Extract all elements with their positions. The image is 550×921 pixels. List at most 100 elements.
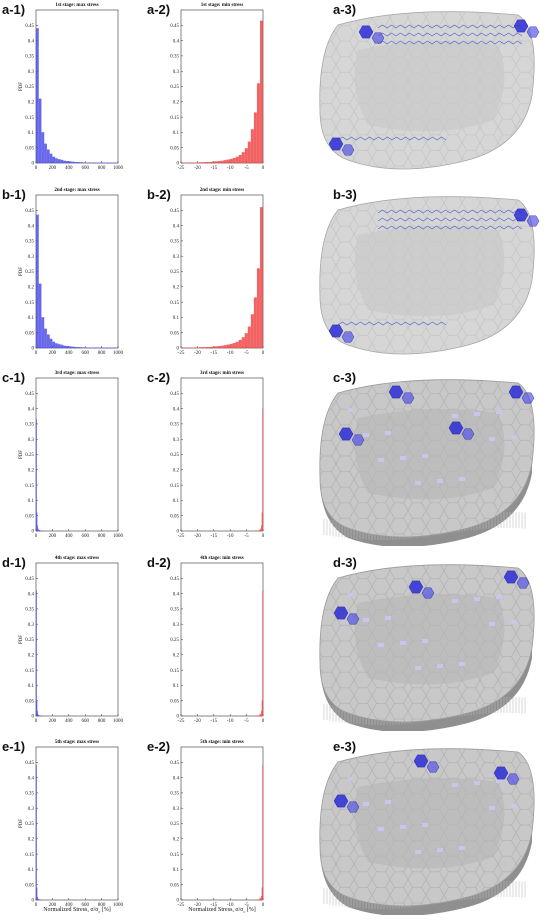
y-tick-label: 0.1 — [173, 131, 180, 136]
histogram-bar — [241, 152, 245, 164]
histogram-bar — [36, 512, 38, 532]
y-tick-label: 0.1 — [28, 684, 35, 689]
y-tick-label: 0.05 — [170, 146, 179, 151]
histogram-bar — [41, 317, 45, 349]
histogram-bar — [60, 159, 64, 164]
y-axis-label: PDF — [19, 267, 24, 276]
plot-frame — [35, 562, 119, 717]
stress-patch — [496, 410, 502, 414]
stress-hotspot — [333, 606, 349, 620]
stress-hotspot — [461, 428, 475, 440]
stress-hotspot — [521, 392, 535, 404]
x-tick-label: 0 — [262, 903, 265, 908]
histogram-bar — [232, 158, 236, 164]
histogram-bar — [36, 590, 37, 717]
panel-label: a-3) — [333, 2, 357, 17]
y-tick-label: 0.3 — [28, 623, 35, 628]
y-tick-label: 0.45 — [170, 577, 179, 582]
stress-patch — [348, 777, 354, 781]
x-tick-label: 800 — [98, 534, 106, 539]
histogram-bar — [259, 898, 261, 901]
stress-contour-line — [377, 217, 523, 222]
y-tick-label: 0.35 — [170, 55, 179, 60]
y-tick-label: 0.05 — [25, 514, 34, 519]
histogram-bar — [238, 339, 242, 349]
x-tick-label: 400 — [65, 534, 73, 539]
x-tick-label: 0 — [35, 903, 38, 908]
surface-render-svg — [319, 196, 540, 355]
stress-hotspot — [503, 570, 519, 584]
stress-hotspot — [526, 215, 540, 227]
histogram-bar — [199, 162, 203, 164]
surface-stress-render — [318, 195, 542, 368]
histogram-bar — [220, 160, 224, 164]
histogram-bar — [52, 156, 56, 164]
outer-ring-light — [319, 11, 535, 169]
y-tick-label: 0.35 — [170, 240, 179, 245]
histogram-bar — [208, 162, 212, 164]
y-tick-label: 0.4 — [173, 407, 180, 412]
x-tick-label: -15 — [210, 719, 217, 724]
histogram-bar — [66, 346, 69, 349]
y-tick-label: 0.15 — [25, 669, 34, 674]
histogram-bar — [259, 715, 260, 717]
x-tick-label: -15 — [210, 903, 217, 908]
plot-frame — [180, 562, 264, 717]
y-tick-label: 0.4 — [28, 407, 35, 412]
histogram-bar — [68, 346, 72, 349]
stress-patch — [437, 848, 443, 852]
histogram-bar — [205, 162, 209, 164]
y-tick-label: 0.25 — [170, 822, 179, 827]
y-tick-label: 0.1 — [173, 499, 180, 504]
inner-region — [354, 41, 505, 132]
inner-region — [354, 409, 505, 500]
stress-patch — [452, 414, 458, 418]
histogram-svg: 0 0.05 0.1 0.15 0.2 0.25 0.3 0.35 0.4 0.45 -25 -20 -… — [170, 562, 265, 724]
histogram-bar — [241, 337, 245, 349]
x-tick-label: 0 — [262, 719, 265, 724]
histogram-bar — [55, 158, 58, 164]
histogram-bar — [262, 408, 264, 532]
histogram-bar — [199, 347, 203, 349]
y-tick-label: 0.35 — [170, 423, 179, 428]
panel-label: e-2) — [147, 739, 171, 754]
histogram-bar — [46, 334, 50, 349]
stress-patch — [489, 806, 495, 810]
surface-render-svg — [319, 379, 535, 547]
y-tick-label: 0.3 — [173, 70, 180, 75]
histogram-bar — [79, 162, 83, 164]
max-stress-histogram: 2nd stage: max stress 0 0.05 0.1 0.15 0.2 0.25… — [0, 185, 124, 369]
y-tick-label: 0.35 — [25, 423, 34, 428]
histogram-bar — [223, 160, 227, 164]
inner-region — [354, 594, 505, 685]
y-tick-label: 0.3 — [173, 623, 180, 628]
figure-row: e-1) e-2) e-3) 5th stage: max stress 0 0.05 0.… — [0, 737, 550, 921]
stress-contour-line — [377, 24, 523, 29]
histogram-bar — [57, 159, 61, 164]
y-tick-label: 0.4 — [28, 592, 35, 597]
x-tick-label: -25 — [178, 534, 185, 539]
y-tick-label: 0.1 — [173, 868, 180, 873]
figure-row: d-1) d-2) d-3) 4th stage: max stress 0 0.05 0.… — [0, 553, 550, 737]
x-tick-label: -10 — [227, 719, 234, 724]
stress-patch — [489, 437, 495, 441]
plot-frame — [180, 377, 264, 532]
stress-patch — [459, 846, 465, 850]
y-tick-label: 0.35 — [25, 608, 34, 613]
y-tick-label: 0.1 — [28, 316, 35, 321]
stress-contour-line — [377, 209, 523, 214]
stress-patch — [385, 800, 391, 804]
panel-label: a-1) — [2, 2, 26, 17]
histogram-bar — [226, 159, 230, 164]
histogram-bar — [214, 346, 218, 349]
y-tick-label: 0.2 — [173, 101, 180, 106]
stress-patch — [422, 454, 428, 458]
stress-patch — [511, 620, 517, 624]
histogram-bar — [260, 713, 262, 717]
y-tick-label: 0.05 — [170, 699, 179, 704]
y-tick-label: 0.3 — [173, 438, 180, 443]
y-tick-label: 0.4 — [28, 39, 35, 44]
histogram-bar — [211, 161, 215, 164]
x-tick-label: -25 — [178, 903, 185, 908]
y-tick-label: 0.15 — [170, 484, 179, 489]
